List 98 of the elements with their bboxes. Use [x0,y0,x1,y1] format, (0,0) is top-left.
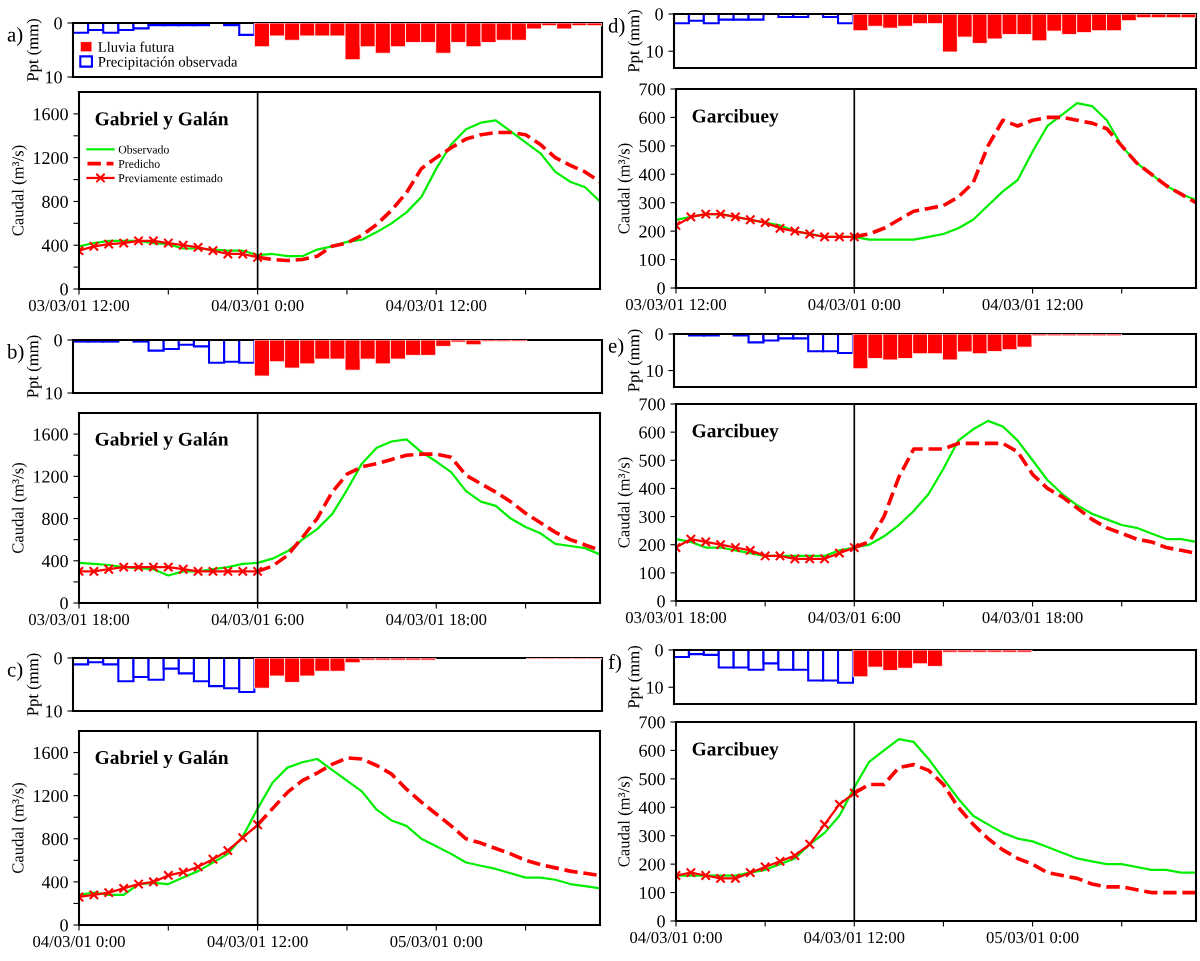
legend-label: Observado [118,145,169,154]
annotation: Gabriel y Galán [95,111,229,130]
y-tick-label: 0 [54,334,62,347]
y-axis-title: Ppt (mm) [26,653,42,716]
text: e) [608,338,624,357]
y-axis-title: Ppt (mm) [627,329,643,392]
y-tick-label: 10 [46,705,62,718]
text: c) [7,662,23,681]
y-tick-label: 800 [42,195,68,208]
text: d) [608,18,625,37]
y-tick-label: 400 [41,555,68,568]
y-axis-title: Ppt (mm) [627,10,643,73]
annotation: Gabriel y Galán [95,750,229,769]
y-tick-label: 300 [639,829,665,843]
y-tick-label: 700 [639,398,665,411]
y-tick-label: 0 [657,595,665,608]
legend-label: Previamente estimado [118,173,223,183]
x-tick-label: 03/03/01 18:00 [28,613,130,626]
y-tick-label: 500 [639,773,665,786]
y-axis-title: Caudal (m³/s) [11,462,27,554]
y-tick-label: 200 [639,538,665,552]
x-tick-label: 04/03/01 12:00 [804,931,905,944]
x-tick-label: 04/03/01 0:00 [808,298,901,311]
y-tick-label: 500 [639,454,665,467]
x-tick-label: 04/03/01 18:00 [982,611,1083,624]
y-axis-title: Caudal (m³/s) [617,776,633,867]
y-tick-label: 0 [655,8,663,21]
y-axis-title: Caudal (m³/s) [617,143,633,234]
annotation: Garcibuey [692,741,779,760]
y-axis-title: Caudal (m³/s) [11,782,27,874]
y-tick-label: 400 [41,239,68,252]
y-tick-label: 0 [60,597,68,610]
y-tick-label: 1600 [34,428,68,441]
y-tick-label: 100 [640,253,665,267]
x-tick-label: 04/03/01 6:00 [211,613,304,626]
y-tick-label: 100 [640,567,665,580]
y-tick-label: 0 [655,644,663,657]
y-tick-label: 10 [647,364,663,377]
legend-label: Lluvia futura [98,41,175,52]
y-tick-label: 0 [60,919,68,932]
y-tick-label: 1200 [34,151,68,165]
y-axis-title: Ppt (mm) [627,646,643,709]
y-tick-label: 1200 [34,789,68,803]
y-tick-label: 100 [640,886,665,900]
y-tick-label: 1600 [34,108,68,121]
y-tick-label: 700 [639,716,665,729]
x-tick-label: 04/03/01 0:00 [211,299,304,312]
text: a) [7,27,23,46]
x-tick-label: 03/03/01 12:00 [28,299,130,312]
y-tick-label: 400 [638,801,665,814]
y-tick-label: 10 [647,45,663,58]
y-tick-label: 800 [42,512,68,525]
x-tick-label: 04/03/01 6:00 [808,611,901,624]
y-tick-label: 600 [639,111,665,124]
y-axis-title: Caudal (m³/s) [617,457,633,548]
x-tick-label: 04/03/01 12:00 [982,298,1083,311]
y-tick-label: 800 [42,833,68,846]
x-tick-label: 04/03/01 12:00 [386,299,487,312]
y-tick-label: 10 [647,681,663,694]
y-tick-label: 300 [639,510,665,524]
text: f) [608,654,621,674]
x-tick-label: 04/03/01 18:00 [386,613,487,626]
annotation: Gabriel y Galán [95,432,229,450]
y-tick-label: 600 [639,426,665,439]
y-tick-label: 400 [41,876,68,889]
x-tick-label: 03/03/01 18:00 [625,611,727,624]
y-tick-label: 1200 [34,470,68,483]
y-tick-label: 200 [639,225,665,238]
text: b) [7,344,24,363]
y-tick-label: 10 [46,387,62,400]
x-tick-label: 04/03/01 0:00 [630,931,722,944]
y-tick-label: 600 [639,744,665,757]
y-tick-label: 10 [46,71,62,84]
y-tick-label: 400 [638,168,665,181]
y-tick-label: 1600 [34,746,68,759]
y-tick-label: 0 [54,652,62,665]
x-tick-label: 05/03/01 0:00 [986,931,1079,944]
y-tick-label: 700 [639,83,665,96]
y-tick-label: 0 [54,17,62,30]
y-tick-label: 0 [60,283,68,296]
y-tick-label: 400 [638,482,665,495]
x-tick-label: 03/03/01 12:00 [625,298,727,311]
y-tick-label: 500 [639,140,665,153]
y-tick-label: 300 [639,196,665,210]
y-tick-label: 0 [657,915,665,928]
y-tick-label: 0 [657,282,665,295]
x-tick-label: 04/03/01 0:00 [33,935,125,948]
y-tick-label: 200 [639,858,665,871]
legend-label: Predicho [118,159,160,168]
x-tick-label: 05/03/01 0:00 [390,935,483,948]
annotation: Garcibuey [692,423,779,442]
y-axis-title: Ppt (mm) [26,335,42,398]
x-tick-label: 04/03/01 12:00 [207,935,308,948]
y-axis-title: Ppt (mm) [26,19,42,82]
annotation: Garcibuey [692,108,779,127]
legend-label: Precipitación observada [98,56,238,70]
y-axis-title: Caudal (m³/s) [11,145,27,236]
y-tick-label: 0 [655,328,663,341]
